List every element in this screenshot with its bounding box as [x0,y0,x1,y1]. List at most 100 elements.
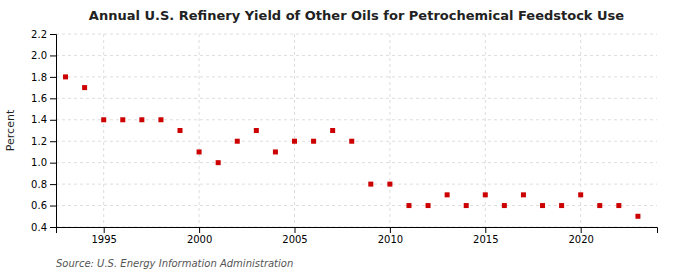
point [616,203,621,208]
tick-label: 2000 [187,234,212,245]
tick-label: 1995 [91,234,116,245]
point [197,149,202,154]
tick-label: 1.6 [31,93,47,104]
tick-mark [390,227,391,233]
tick: 1.0 [31,157,56,168]
tick-mark [50,77,56,78]
grid-line-y [56,55,657,56]
tick-label: 1.8 [31,72,47,83]
grid-line-x [580,34,581,227]
grid-line-x [389,34,390,227]
tick-label: 1.4 [31,114,47,125]
tick: 1.6 [31,93,56,104]
grid-line-y [56,76,657,77]
tick: 2020 [568,227,593,245]
tick-mark [50,206,56,207]
tick: 2.0 [31,50,56,61]
tick-label: 2.2 [31,29,47,40]
point [464,203,469,208]
tick-mark [104,227,105,233]
point [597,203,602,208]
tick: 1.2 [31,136,56,147]
point [635,214,640,219]
tick-mark [50,98,56,99]
title: Annual U.S. Refinery Yield of Other Oils… [89,8,624,23]
grid-line-x [485,34,486,227]
tick: 2005 [282,227,307,245]
tick: 2.2 [31,29,56,40]
tick: 2000 [187,227,212,245]
tick-label: 0.8 [31,179,47,190]
tick-label: 2015 [473,234,498,245]
grid-line-y [56,34,657,35]
tick-mark [50,141,56,142]
tick: 1.4 [31,114,56,125]
y-axis-title: Percent [4,109,17,151]
grid-line-y [56,162,657,163]
tick: 1995 [91,227,116,245]
grid [56,34,657,227]
point [559,203,564,208]
tick: 2015 [473,227,498,245]
axis-line [50,35,57,228]
grid-line-y [56,98,657,99]
grid-line-y [56,119,657,120]
point [368,182,373,187]
point [330,128,335,133]
tick-mark [50,34,56,35]
point [483,192,488,197]
tick-label: 2010 [378,234,403,245]
point [216,160,221,165]
point [273,149,278,154]
point [178,128,183,133]
x-axis: 1995 2000 2005 2010 2015 2020 [57,227,658,245]
tick-mark [50,227,56,228]
grid-line-y [56,184,657,185]
grid-line-x [103,34,104,227]
tick: 0.8 [31,179,56,190]
point [292,139,297,144]
tick-mark [485,227,486,233]
tick: 2010 [378,227,403,245]
point [63,74,68,79]
point [387,182,392,187]
point [120,117,125,122]
grid-line-x [294,34,295,227]
chart: 1995 2000 2005 2010 2015 2020 0.4 0.6 0.8 1.0 1.2 1… [0,0,675,275]
point [349,139,354,144]
annotation: Source: U.S. Energy Information Administ… [56,258,293,269]
point [578,192,583,197]
point [254,128,259,133]
tick-label: 0.4 [31,222,47,233]
axis-line [57,228,658,234]
point [235,139,240,144]
point [445,192,450,197]
plot-area: 1995 2000 2005 2010 2015 2020 0.4 0.6 0.8 1.0 1.2 1… [31,29,657,245]
y-axis: 0.4 0.6 0.8 1.0 1.2 1.4 1.6 1.8 2.0 2.2 [31,29,56,233]
point [406,203,411,208]
tick-mark [581,227,582,233]
tick-label: 0.6 [31,200,47,211]
point [311,139,316,144]
grid-line-y [56,205,657,206]
point [521,192,526,197]
tick: 1.8 [31,72,56,83]
tick: 0.4 [31,222,56,233]
point [502,203,507,208]
tick-mark [294,227,295,233]
point [540,203,545,208]
point [82,85,87,90]
tick-label: 1.2 [31,136,47,147]
tick-label: 2020 [568,234,593,245]
point [426,203,431,208]
tick-mark [199,227,200,233]
point [101,117,106,122]
tick-mark [50,163,56,164]
tick: 0.6 [31,200,56,211]
tick-mark [50,55,56,56]
grid-line-y [56,141,657,142]
tick-label: 2005 [282,234,307,245]
grid-line-x [199,34,200,227]
marks [63,74,640,218]
tick-label: 2.0 [31,50,47,61]
